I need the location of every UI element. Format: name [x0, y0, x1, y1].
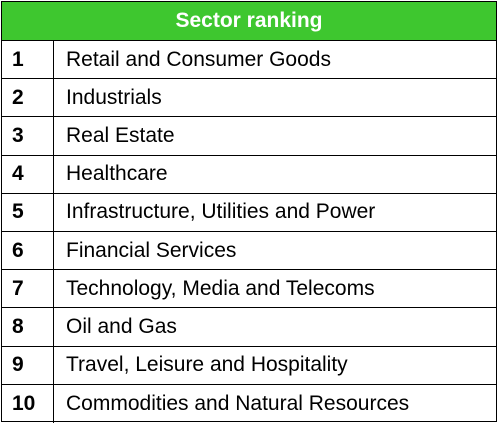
table-row: 9 Travel, Leisure and Hospitality	[2, 346, 496, 385]
table-row: 6 Financial Services	[2, 231, 496, 271]
sector-cell: Financial Services	[66, 238, 237, 262]
table-title: Sector ranking	[2, 2, 496, 41]
sector-cell: Industrials	[66, 85, 162, 109]
table-row: 2 Industrials	[2, 79, 496, 118]
sector-cell: Real Estate	[66, 123, 175, 147]
sector-cell: Infrastructure, Utilities and Power	[66, 200, 376, 224]
rank-cell: 5	[2, 193, 54, 231]
sector-cell: Technology, Media and Telecoms	[66, 276, 375, 300]
table-row: 8 Oil and Gas	[2, 308, 496, 347]
rank-cell: 3	[2, 117, 54, 155]
sector-cell: Healthcare	[66, 162, 168, 186]
rank-cell: 9	[2, 346, 54, 384]
table-row: 3 Real Estate	[2, 117, 496, 156]
sector-cell: Commodities and Natural Resources	[66, 391, 410, 415]
rank-cell: 7	[2, 270, 54, 308]
rank-cell: 2	[2, 79, 54, 117]
sector-cell: Retail and Consumer Goods	[66, 47, 331, 71]
table-row: 4 Healthcare	[2, 155, 496, 194]
sector-cell: Travel, Leisure and Hospitality	[66, 353, 348, 377]
table-row: 7 Technology, Media and Telecoms	[2, 270, 496, 309]
rank-cell: 8	[2, 308, 54, 346]
rank-cell: 6	[2, 231, 54, 270]
table-row: 1 Retail and Consumer Goods	[2, 41, 496, 80]
rank-cell: 4	[2, 155, 54, 193]
table-rows: 1 Retail and Consumer Goods 2 Industrial…	[2, 41, 496, 423]
sector-cell: Oil and Gas	[66, 314, 177, 338]
table-row: 10 Commodities and Natural Resources	[2, 384, 496, 423]
rank-cell: 1	[2, 41, 54, 79]
rank-cell: 10	[2, 384, 54, 423]
table-row: 5 Infrastructure, Utilities and Power	[2, 193, 496, 232]
